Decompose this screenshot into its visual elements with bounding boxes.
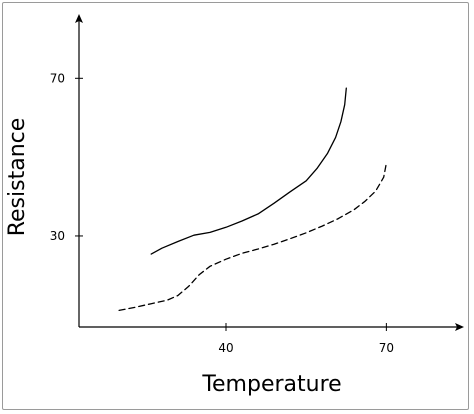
chart-frame <box>2 2 469 410</box>
x-axis-label: Temperature <box>201 372 341 397</box>
plot-area <box>118 87 388 312</box>
y-tick-label: 70 <box>50 71 65 85</box>
x-tick-label: 40 <box>218 341 233 355</box>
x-axis-arrow <box>455 323 464 331</box>
solid-series-line <box>150 87 347 255</box>
y-axis-label: Resistance <box>5 118 30 237</box>
axes: 40 70 30 70 <box>50 14 464 355</box>
y-tick-label: 30 <box>50 229 65 243</box>
dashed-series-line <box>118 162 388 312</box>
x-tick-label: 70 <box>379 341 394 355</box>
y-axis-arrow <box>75 14 83 23</box>
